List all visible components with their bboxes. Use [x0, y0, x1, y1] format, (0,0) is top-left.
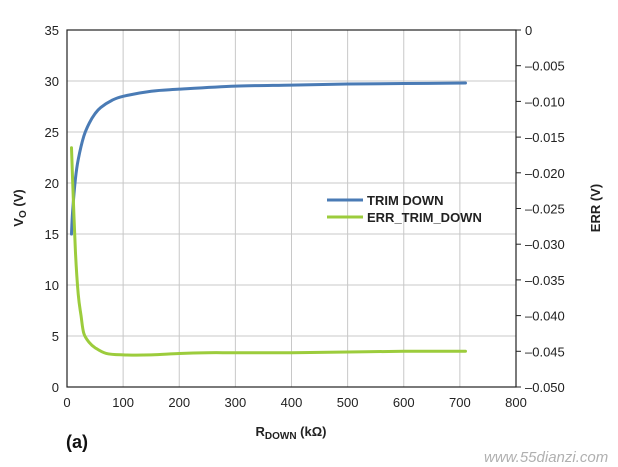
- left-axis-ticks: 0 5 10 15 20 25 30 35: [45, 23, 59, 395]
- left-tick-label: 25: [45, 125, 59, 140]
- left-tick-label: 30: [45, 74, 59, 89]
- right-tick-label: –0.020: [525, 166, 565, 181]
- right-tick-label: –0.040: [525, 309, 565, 324]
- left-axis-title: VO (V): [11, 189, 29, 226]
- x-tick-label: 800: [505, 395, 527, 410]
- series-line-err-trim-down: [69, 146, 467, 357]
- left-tick-label: 10: [45, 278, 59, 293]
- left-tick-label: 15: [45, 227, 59, 242]
- right-tick-label: –0.030: [525, 237, 565, 252]
- left-tick-label: 35: [45, 23, 59, 38]
- right-axis-ticks: 0 –0.005 –0.010 –0.015 –0.020 –0.025 –0.030 –0.…: [516, 23, 565, 395]
- x-tick-label: 600: [393, 395, 415, 410]
- right-axis-title: ERR (V): [588, 184, 603, 232]
- x-axis-title: RDOWN (kΩ): [256, 424, 327, 442]
- right-tick-label: –0.035: [525, 273, 565, 288]
- right-tick-label: 0: [525, 23, 532, 38]
- legend: TRIM DOWN ERR_TRIM_DOWN: [327, 193, 482, 225]
- grid-lines: [67, 30, 516, 387]
- watermark: www.55dianzi.com: [484, 449, 608, 466]
- x-tick-label: 100: [112, 395, 134, 410]
- left-tick-label: 5: [52, 329, 59, 344]
- x-axis-ticks: 0 100 200 300 400 500 600 700 800: [63, 395, 526, 410]
- x-tick-label: 0: [63, 395, 70, 410]
- right-tick-label: –0.050: [525, 380, 565, 395]
- x-tick-label: 500: [337, 395, 359, 410]
- x-tick-label: 300: [225, 395, 247, 410]
- series-group: [69, 81, 467, 357]
- x-tick-label: 400: [281, 395, 303, 410]
- left-tick-label: 0: [52, 380, 59, 395]
- series-line-trim-down: [69, 81, 467, 236]
- right-tick-label: –0.005: [525, 59, 565, 74]
- legend-label-err-trim-down: ERR_TRIM_DOWN: [367, 210, 482, 225]
- left-tick-label: 20: [45, 176, 59, 191]
- panel-label: (a): [66, 432, 88, 452]
- right-tick-label: –0.015: [525, 130, 565, 145]
- legend-label-trim-down: TRIM DOWN: [367, 193, 444, 208]
- right-tick-label: –0.025: [525, 202, 565, 217]
- x-tick-label: 700: [449, 395, 471, 410]
- right-tick-label: –0.045: [525, 344, 565, 359]
- right-tick-label: –0.010: [525, 94, 565, 109]
- x-tick-label: 200: [168, 395, 190, 410]
